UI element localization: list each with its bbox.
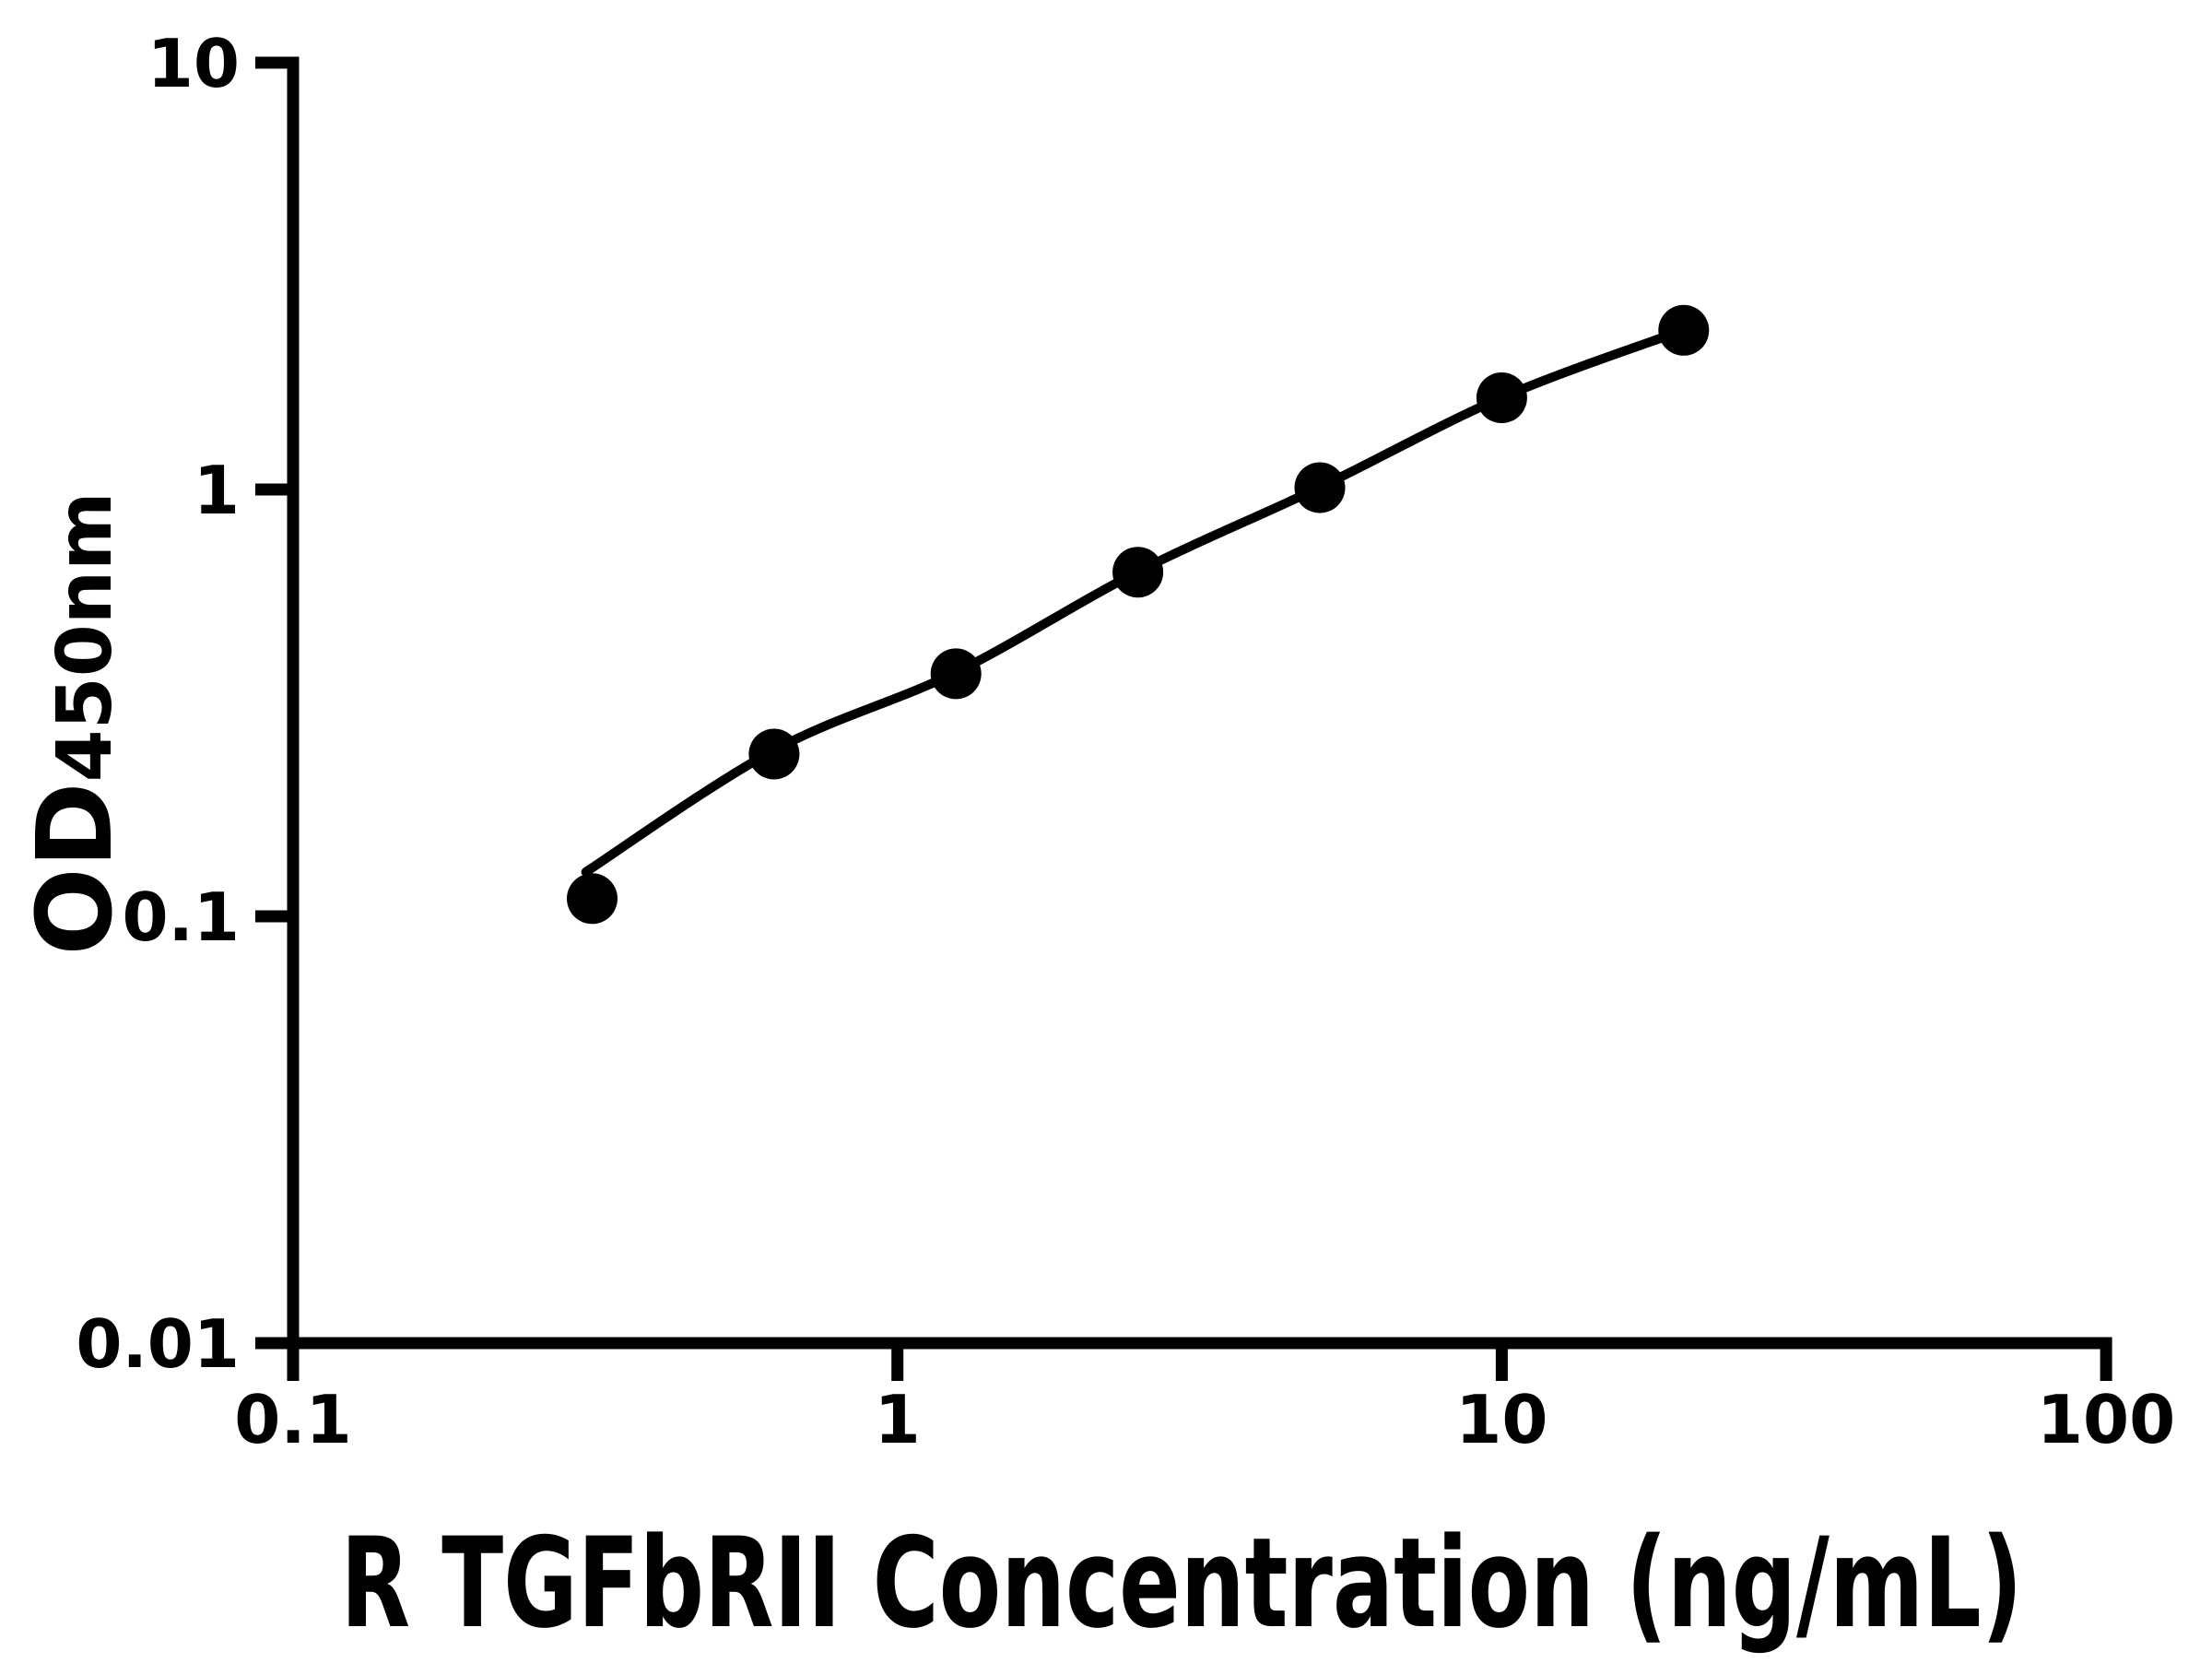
data-point-marker [1476,372,1527,423]
data-points [567,304,1710,925]
y-axis-title: OD450nm [16,491,135,955]
data-point-marker [1658,304,1710,356]
x-tick-label: 0.1 [234,1381,352,1458]
y-axis-title-base: OD [16,782,135,955]
y-tick-label: 0.01 [76,1305,240,1383]
axes [255,56,2112,1381]
y-axis-title-subscript: 450nm [41,491,129,782]
data-point-marker [567,873,618,925]
data-point-marker [1112,547,1164,598]
data-point-marker [748,728,800,780]
x-tick-label: 100 [2037,1381,2175,1458]
data-point-marker [930,648,982,700]
x-axis-title: R TGFbRII Concentration (ng/mL) [341,1511,2023,1656]
y-tick-label: 10 [147,25,240,102]
y-tick-label: 1 [194,452,240,529]
x-tick-label: 1 [875,1381,921,1458]
x-tick-label: 10 [1455,1381,1547,1458]
y-tick-label: 0.1 [122,879,240,956]
data-point-marker [1294,462,1346,513]
